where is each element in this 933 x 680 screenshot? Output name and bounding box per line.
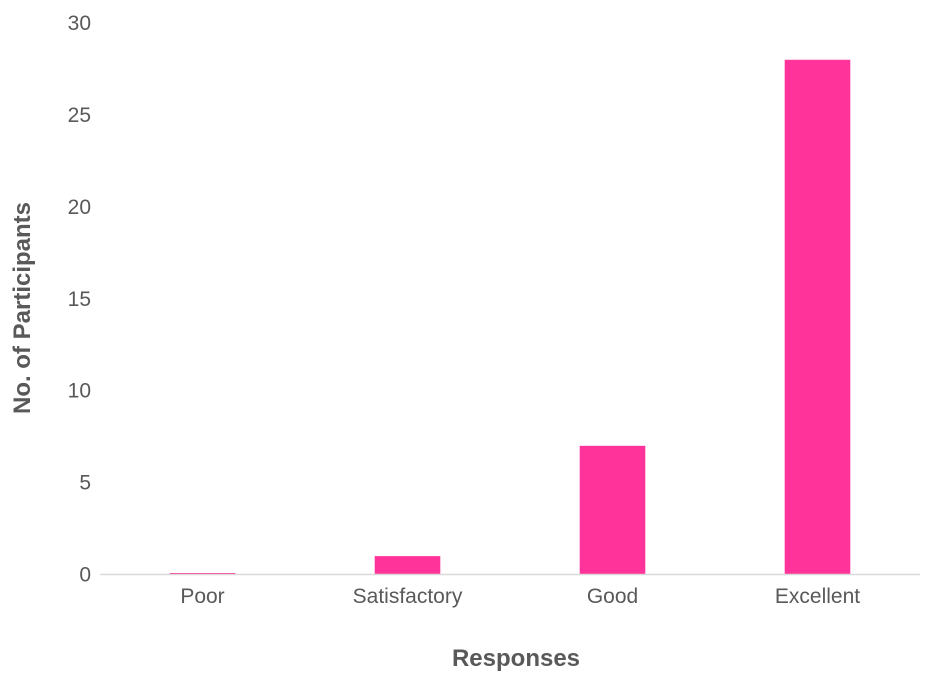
y-tick-label: 25 bbox=[68, 104, 91, 127]
x-axis-ticks: Poor Satisfactory Good Excellent bbox=[180, 585, 860, 608]
x-tick-label-satisfactory: Satisfactory bbox=[353, 585, 463, 608]
bar-good bbox=[579, 445, 646, 575]
x-tick-label-excellent: Excellent bbox=[775, 585, 860, 608]
bar-excellent bbox=[784, 59, 851, 575]
x-axis-title: Responses bbox=[452, 645, 580, 672]
bar-satisfactory bbox=[374, 556, 441, 575]
y-tick-label: 5 bbox=[79, 472, 91, 495]
bars-group bbox=[169, 59, 851, 575]
x-tick-label-good: Good bbox=[587, 585, 638, 608]
y-tick-label: 30 bbox=[68, 12, 91, 35]
y-tick-label: 20 bbox=[68, 196, 91, 219]
y-axis-title: No. of Participants bbox=[9, 202, 36, 414]
y-tick-label: 0 bbox=[79, 564, 91, 587]
x-tick-label-poor: Poor bbox=[180, 585, 224, 608]
y-axis-ticks: 0 5 10 15 20 25 30 bbox=[68, 12, 91, 587]
y-tick-label: 15 bbox=[68, 288, 91, 311]
y-tick-label: 10 bbox=[68, 380, 91, 403]
